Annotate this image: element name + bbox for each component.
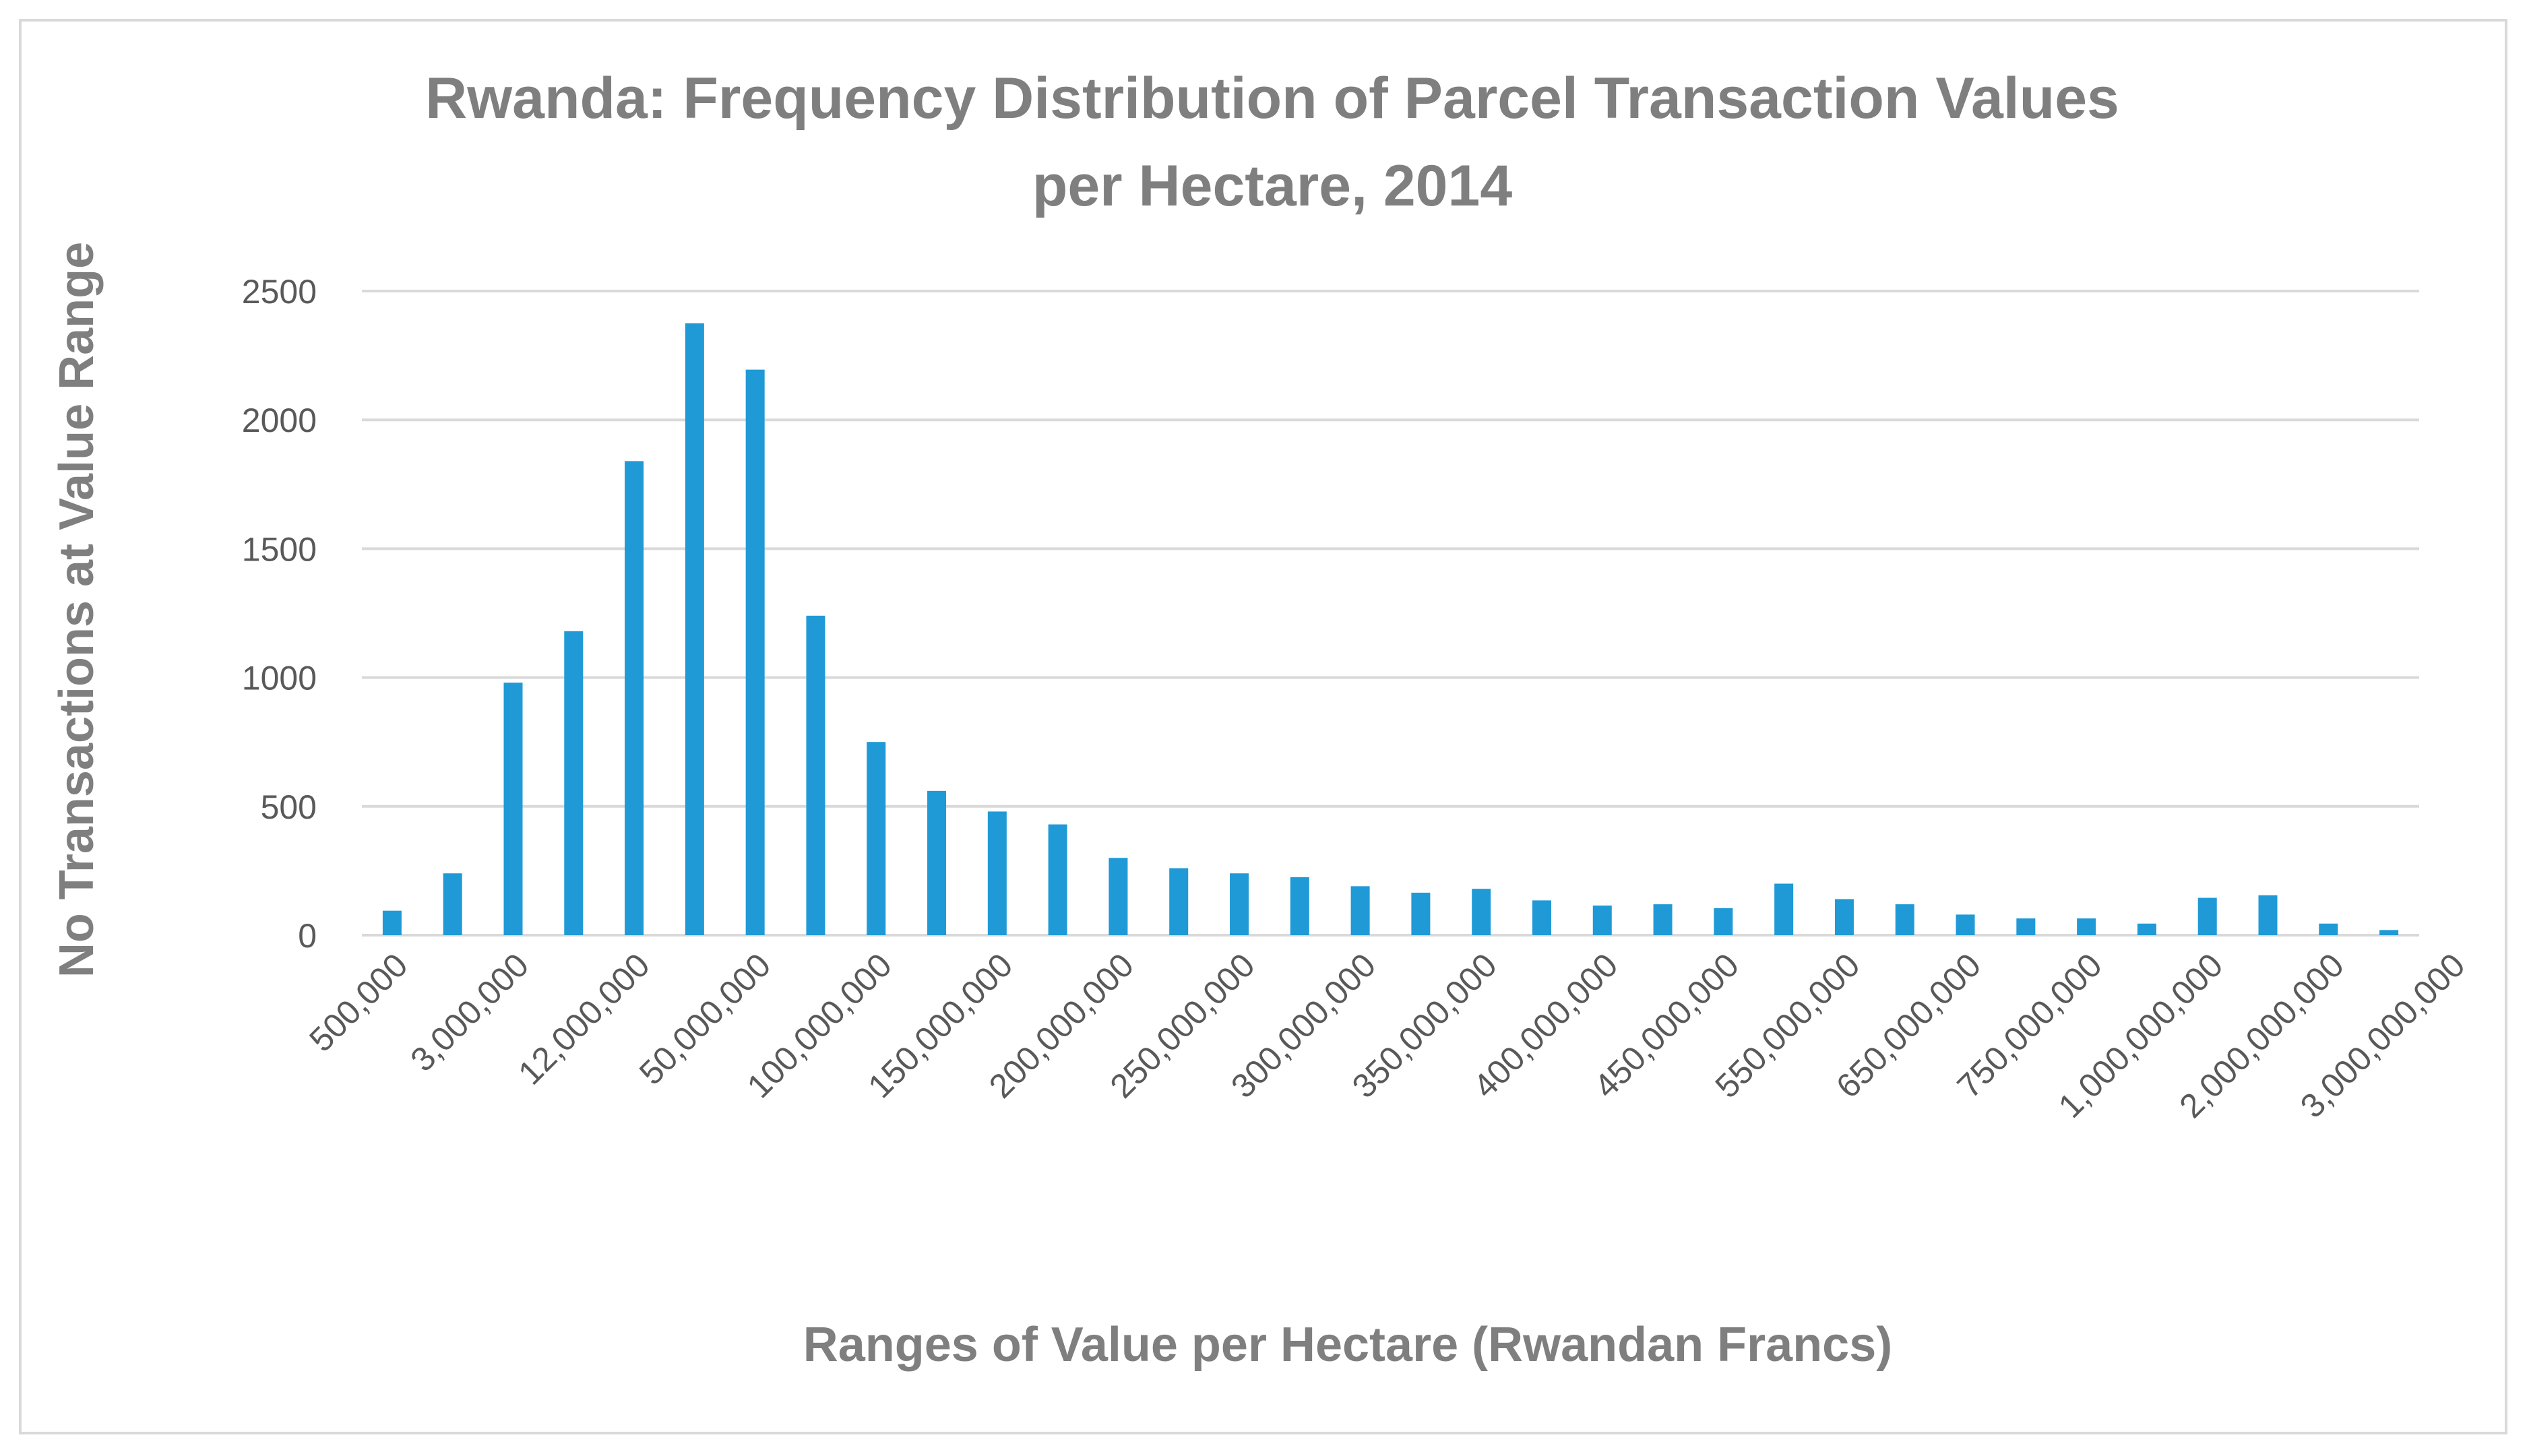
gridlines xyxy=(362,290,2419,937)
bar xyxy=(1350,886,1370,935)
x-tick-label: 500,000 xyxy=(302,946,414,1058)
bar xyxy=(503,683,523,935)
bar xyxy=(1653,904,1673,935)
bar xyxy=(2319,923,2338,935)
chart-title-line-1: Rwanda: Frequency Distribution of Parcel… xyxy=(425,66,2119,131)
x-axis-title: Ranges of Value per Hectare (Rwandan Fra… xyxy=(803,1318,1892,1372)
y-tick-label: 2000 xyxy=(242,402,317,439)
bar xyxy=(1956,914,1975,935)
bar xyxy=(1472,889,1491,935)
bar xyxy=(745,369,765,935)
bar xyxy=(1532,900,1551,935)
bar xyxy=(927,790,947,935)
bar xyxy=(382,910,402,935)
y-tick-label: 0 xyxy=(298,917,317,955)
bar xyxy=(1290,877,1309,935)
bar xyxy=(1230,873,1249,935)
bar xyxy=(685,323,704,935)
x-tick-label: 12,000,000 xyxy=(511,946,657,1092)
y-tick-label: 500 xyxy=(261,788,317,826)
bar xyxy=(2077,918,2096,935)
y-tick-label: 1000 xyxy=(242,660,317,697)
bar xyxy=(1592,906,1612,935)
bar xyxy=(2137,923,2156,935)
y-tick-label: 1500 xyxy=(242,530,317,568)
y-tick-label: 2500 xyxy=(242,273,317,311)
x-tick-label: 3,000,000 xyxy=(403,946,536,1079)
y-axis-title: No Transactions at Value Range xyxy=(50,242,104,978)
bar xyxy=(1109,858,1128,935)
bar xyxy=(806,615,825,935)
bar xyxy=(1048,824,1067,935)
chart-frame xyxy=(19,19,2507,1434)
bar xyxy=(1714,908,1733,935)
bar xyxy=(987,811,1007,935)
bar xyxy=(443,873,462,935)
chart-title-line-2: per Hectare, 2014 xyxy=(1032,154,1513,218)
bar xyxy=(1834,899,1854,935)
bar xyxy=(1774,883,1794,935)
bar xyxy=(564,631,584,935)
bar xyxy=(2197,897,2217,935)
x-tick-labels: 500,0003,000,00012,000,00050,000,000100,… xyxy=(302,946,2472,1125)
bar xyxy=(1895,904,1914,935)
bar xyxy=(2016,918,2036,935)
y-tick-labels: 0 500 1000 1500 2000 2500 xyxy=(242,273,317,955)
bar xyxy=(867,742,886,935)
bars xyxy=(382,323,2399,935)
bar xyxy=(1169,868,1189,935)
bar xyxy=(1411,892,1431,935)
bar xyxy=(625,461,644,935)
bar xyxy=(2379,930,2399,935)
bar xyxy=(2258,895,2278,935)
